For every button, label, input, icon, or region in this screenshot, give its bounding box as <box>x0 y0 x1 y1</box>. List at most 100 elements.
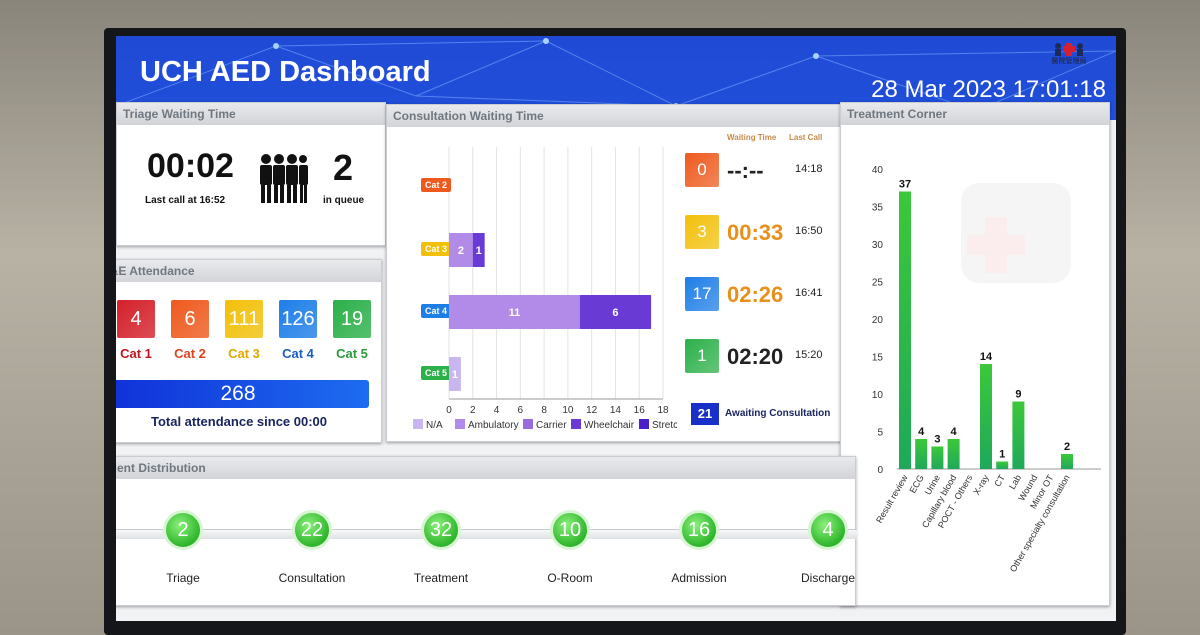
consult-x-tick: 12 <box>586 405 598 416</box>
attendance-panel: A&E Attendance 4 Cat 1 6 Cat 2 111 Cat 3 126 Ca… <box>116 259 382 443</box>
treatment-y-tick: 0 <box>877 465 883 476</box>
distribution-label-consultation: Consultation <box>278 571 346 585</box>
consult-x-tick: 10 <box>562 405 574 416</box>
distribution-count-consultation: 22 <box>292 510 332 550</box>
consult-category-chip <box>421 304 451 318</box>
consult-count-cat-4: 17 <box>685 277 719 311</box>
consult-x-tick: 18 <box>657 405 669 416</box>
consult-wait-time-cat-2: --:-- <box>727 158 764 183</box>
treatment-y-tick: 5 <box>877 428 883 439</box>
treatment-bar <box>947 439 960 469</box>
consult-category-label: Cat 5 <box>425 368 447 378</box>
treatment-category-label: CT <box>992 473 1007 489</box>
attendance-count-cat-3: 111 <box>225 300 263 338</box>
consult-x-tick: 14 <box>610 405 622 416</box>
total-attendance-value: 268 <box>220 382 256 405</box>
people-icon <box>260 154 308 203</box>
awaiting-label: Awaiting Consultation <box>725 408 831 419</box>
triage-panel-title: Triage Waiting Time <box>117 103 385 125</box>
treatment-panel: Treatment Corner 0 5 10 15 20 25 30 35 40 37 Resul… <box>840 102 1110 606</box>
attendance-count-cat-4: 126 <box>279 300 317 338</box>
consult-legend-swatch <box>571 419 581 429</box>
dashboard-screen: UCH AED Dashboard 28 Mar 2023 17:01:18 醫… <box>116 36 1116 621</box>
treatment-bar <box>996 461 1009 469</box>
treatment-y-tick: 35 <box>872 203 884 214</box>
treatment-bar-value: 14 <box>980 351 993 363</box>
distribution-count-admission: 16 <box>679 510 719 550</box>
consult-category-label: Cat 4 <box>425 306 447 316</box>
consult-x-tick: 6 <box>518 405 524 416</box>
consult-bar-label: 2 <box>458 245 464 257</box>
consult-wait-time-cat-5: 02:20 <box>727 344 784 369</box>
consult-category-chip <box>421 178 451 192</box>
triage-waiting-time: 00:02 <box>147 147 234 185</box>
treatment-y-tick: 20 <box>872 315 884 326</box>
consult-bar-segment <box>449 357 461 391</box>
consult-category-label: Cat 2 <box>425 180 447 190</box>
current-datetime: 28 Mar 2023 17:01:18 <box>871 76 1106 103</box>
consult-bar-segment <box>449 295 580 329</box>
attendance-count-cat-2: 6 <box>171 300 209 338</box>
distribution-count-treatment: 32 <box>421 510 461 550</box>
consult-legend-swatch <box>639 419 649 429</box>
attendance-count-cat-5: 19 <box>333 300 371 338</box>
consult-last-call-cat-3: 16:50 <box>795 225 823 237</box>
consultation-panel-title: Consultation Waiting Time <box>387 105 845 127</box>
treatment-y-tick: 40 <box>872 165 884 176</box>
treatment-bar <box>1012 401 1025 469</box>
treatment-category-label: X-ray <box>971 473 991 497</box>
distribution-panel-title: Patient Distribution <box>116 457 855 479</box>
consult-bar-label: 1 <box>452 369 458 381</box>
treatment-bar <box>899 191 911 469</box>
consult-x-tick: 2 <box>470 405 476 416</box>
dashboard-title: UCH AED Dashboard <box>140 56 431 88</box>
treatment-y-tick: 25 <box>872 278 884 289</box>
distribution-label-triage: Triage <box>166 571 200 585</box>
consult-last-call-cat-4: 16:41 <box>795 287 823 299</box>
consult-bar-label: 6 <box>612 307 618 319</box>
consult-legend-label: N/A <box>426 420 443 431</box>
hospital-logo: 醫院管理局 <box>1036 42 1102 72</box>
distribution-label-discharge: Discharge <box>800 571 856 585</box>
triage-last-call-time: 16:52 <box>199 195 226 206</box>
attendance-label-cat-4: Cat 4 <box>282 346 314 361</box>
consult-count-cat-3: 3 <box>685 215 719 249</box>
consult-x-tick: 8 <box>541 405 547 416</box>
consult-legend-label: Stretcher <box>652 420 677 431</box>
treatment-bar-value: 4 <box>951 426 958 438</box>
attendance-panel-title: A&E Attendance <box>116 260 381 282</box>
awaiting-count: 21 <box>691 403 719 425</box>
treatment-panel-title: Treatment Corner <box>841 103 1109 125</box>
distribution-label-o-room: O-Room <box>547 571 593 585</box>
attendance-count-cat-1: 4 <box>117 300 155 338</box>
attendance-label-cat-5: Cat 5 <box>336 346 368 361</box>
distribution-count-discharge: 4 <box>808 510 848 550</box>
consult-x-tick: 16 <box>634 405 646 416</box>
triage-last-call: Last call at 16:52 <box>145 195 225 206</box>
consult-legend-swatch <box>455 419 465 429</box>
attendance-label-cat-3: Cat 3 <box>228 346 260 361</box>
distribution-line <box>116 529 857 539</box>
last-call-column-header: Last Call <box>789 133 823 142</box>
treatment-category-label: Result review <box>874 473 910 525</box>
treatment-bar <box>1061 454 1073 469</box>
consult-bar-label: 11 <box>509 307 521 319</box>
consultation-bar-chart: 0 2 4 6 8 10 12 14 16 18 Cat 2 Cat 3 2 1 Cat 4 11 6 Cat 5… <box>413 147 677 431</box>
consult-x-tick: 4 <box>494 405 500 416</box>
consult-wait-time-cat-4: 02:26 <box>727 282 784 307</box>
watermark-logo-icon <box>961 183 1071 283</box>
attendance-label-cat-2: Cat 2 <box>174 346 206 361</box>
treatment-bar <box>915 439 928 469</box>
consult-legend-label: Wheelchair <box>584 420 635 431</box>
consult-legend-swatch <box>523 419 533 429</box>
consult-category-label: Cat 3 <box>425 244 447 254</box>
consult-x-tick: 0 <box>446 405 452 416</box>
treatment-bar-value: 2 <box>1064 441 1070 453</box>
logo-text: 醫院管理局 <box>1051 58 1087 65</box>
consult-legend-label: Carrier <box>536 420 567 431</box>
consult-bar-segment <box>449 233 473 267</box>
attendance-label-cat-1: Cat 1 <box>120 346 152 361</box>
distribution-count-triage: 2 <box>163 510 203 550</box>
distribution-label-treatment: Treatment <box>413 571 469 585</box>
